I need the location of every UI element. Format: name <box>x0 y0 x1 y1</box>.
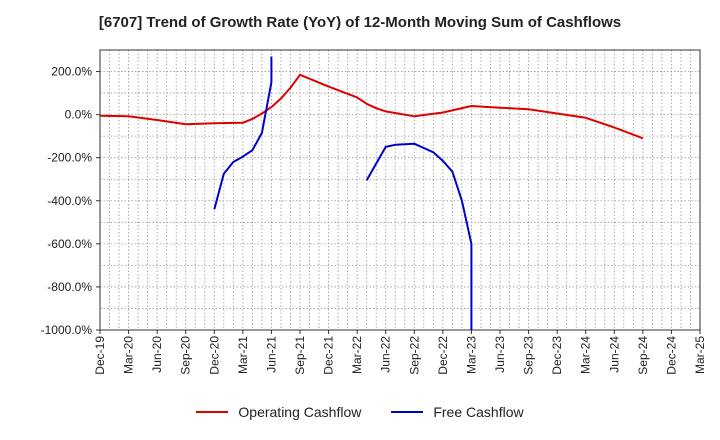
x-tick-label: Mar-23 <box>464 336 478 374</box>
x-tick-label: Sep-20 <box>179 336 193 375</box>
y-tick-label: -1000.0% <box>41 323 93 337</box>
free-cashflow-line <box>365 142 473 330</box>
x-tick-label: Mar-25 <box>693 336 707 374</box>
x-tick-label: Sep-23 <box>522 336 536 375</box>
legend-label-operating-cashflow: Operating Cashflow <box>238 404 362 420</box>
x-tick-label: Jun-22 <box>379 336 393 373</box>
x-tick-label: Dec-19 <box>93 336 107 375</box>
plot-frame <box>99 49 701 331</box>
x-tick-label: Sep-24 <box>636 336 650 375</box>
x-tick-label: Dec-21 <box>322 336 336 375</box>
x-tick-label: Mar-20 <box>122 336 136 374</box>
legend-label-free-cashflow: Free Cashflow <box>433 404 524 420</box>
legend-item-free-cashflow: Free Cashflow <box>391 404 524 420</box>
x-tick-label: Dec-22 <box>436 336 450 375</box>
x-tick-label: Jun-21 <box>264 336 278 373</box>
x-tick-label: Mar-24 <box>579 336 593 374</box>
y-tick-label: 0.0% <box>65 108 93 122</box>
x-tick-label: Jun-24 <box>607 336 621 373</box>
chart-title: [6707] Trend of Growth Rate (YoY) of 12-… <box>98 14 622 31</box>
y-tick-label: 200.0% <box>51 65 92 79</box>
x-tick-label: Dec-20 <box>207 336 221 375</box>
legend-swatch-free-cashflow <box>391 411 424 413</box>
y-tick-label: -200.0% <box>47 151 92 165</box>
x-tick-label: Mar-22 <box>350 336 364 374</box>
x-tick-label: Mar-21 <box>236 336 250 374</box>
x-tick-label: Sep-21 <box>293 336 307 375</box>
legend-item-operating-cashflow: Operating Cashflow <box>196 404 361 420</box>
x-tick-label: Sep-22 <box>407 336 421 375</box>
legend-swatch-operating-cashflow <box>196 411 229 413</box>
y-tick-label: -600.0% <box>47 237 92 251</box>
operating-cashflow-line <box>100 73 644 140</box>
legend: Operating Cashflow Free Cashflow <box>0 404 720 420</box>
y-tick-label: -800.0% <box>47 280 92 294</box>
plot-background <box>100 50 700 330</box>
x-tick-label: Dec-24 <box>664 336 678 375</box>
x-tick-label: Dec-23 <box>550 336 564 375</box>
x-tick-label: Jun-20 <box>150 336 164 373</box>
free-cashflow-line <box>213 56 273 210</box>
y-tick-label: -400.0% <box>47 194 92 208</box>
x-tick-label: Jun-23 <box>493 336 507 373</box>
